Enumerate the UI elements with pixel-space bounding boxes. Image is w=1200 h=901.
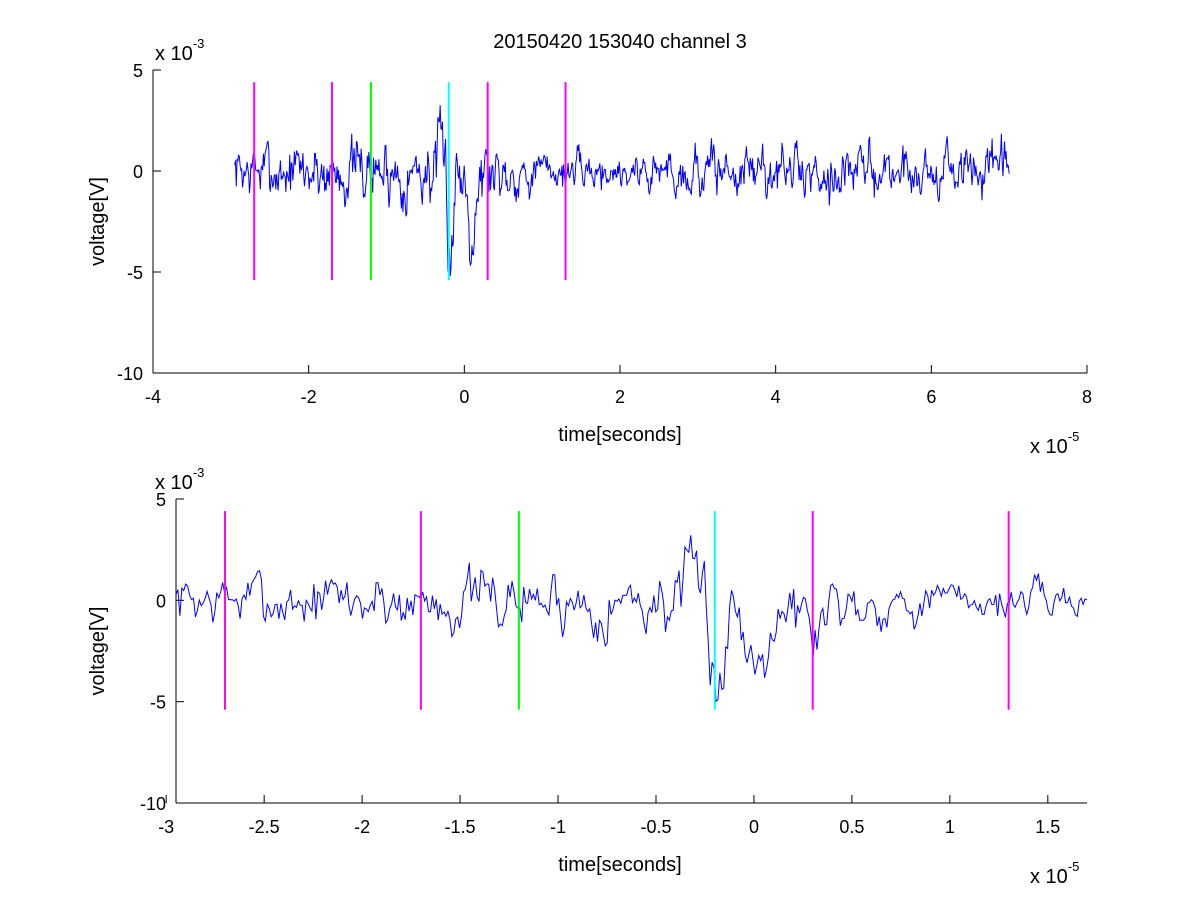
y-tick-label: 0 [133, 162, 143, 182]
y-tick-label: -5 [127, 263, 143, 283]
x-axis-label: time[seconds] [558, 854, 681, 876]
signal-series-line [234, 105, 1010, 277]
x-tick-label: -1 [550, 817, 566, 837]
x-axis-label: time[seconds] [558, 424, 681, 446]
y-axis-label: voltage[V] [87, 607, 109, 696]
x-tick-label: -2 [354, 817, 370, 837]
chart-title: 20150420 153040 channel 3 [493, 31, 747, 53]
y-axis-label: voltage[V] [87, 177, 109, 266]
signal-series-line [176, 535, 1088, 703]
x-tick-label: 4 [771, 387, 781, 407]
x-tick-label: -3 [158, 817, 174, 837]
x-tick-label: 2 [615, 387, 625, 407]
x-tick-label: 0 [749, 817, 759, 837]
y-multiplier: x 10-3 [155, 36, 204, 65]
y-tick-label: 5 [156, 490, 166, 510]
x-tick-label: -2.5 [249, 817, 280, 837]
x-tick-label: 6 [926, 387, 936, 407]
x-tick-label: -4 [145, 387, 161, 407]
y-tick-label: 5 [133, 61, 143, 81]
x-multiplier: x 10-5 [1030, 429, 1079, 458]
x-tick-label: -0.5 [640, 817, 671, 837]
y-tick-label: -10 [117, 364, 143, 384]
x-tick-label: 1.5 [1035, 817, 1060, 837]
y-tick-label: -10 [140, 794, 166, 814]
y-multiplier: x 10-3 [155, 465, 204, 494]
x-tick-label: 0.5 [839, 817, 864, 837]
x-tick-label: 8 [1082, 387, 1092, 407]
top-axes: -10 -5 0 5 -4 -2 0 2 4 6 8 time[seconds] voltage[V] x… [87, 36, 1092, 458]
x-tick-label: 1 [945, 817, 955, 837]
x-tick-label: 0 [459, 387, 469, 407]
y-tick-label: -5 [150, 693, 166, 713]
x-multiplier: x 10-5 [1030, 859, 1079, 888]
bottom-axes: -10 -5 0 5 -3 -2.5 -2 -1.5 -1 -0.5 0 0.5 1 1.5 time[se… [87, 465, 1088, 888]
y-tick-label: 0 [156, 591, 166, 611]
x-tick-label: -1.5 [445, 817, 476, 837]
x-tick-label: -2 [301, 387, 317, 407]
